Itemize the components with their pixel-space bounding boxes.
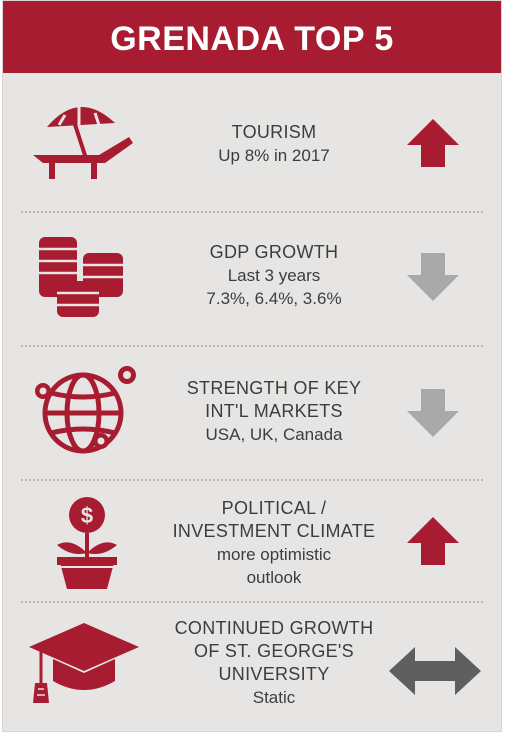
university-title-3: UNIVERSITY xyxy=(218,664,330,684)
tourism-text: TOURISM Up 8% in 2017 xyxy=(151,121,397,167)
arrow-up-icon xyxy=(407,119,459,167)
university-text: CONTINUED GROWTH OF ST. GEORGE'S UNIVERS… xyxy=(151,617,397,709)
divider xyxy=(21,345,483,347)
divider xyxy=(21,211,483,213)
double-arrow-horizontal-icon xyxy=(389,647,481,695)
tourism-detail: Up 8% in 2017 xyxy=(218,146,330,165)
graduation-cap-icon xyxy=(29,623,139,703)
coin-stacks-icon xyxy=(39,237,123,317)
climate-detail-2: outlook xyxy=(246,568,302,587)
university-title-1: CONTINUED GROWTH xyxy=(174,618,374,638)
climate-title-1: POLITICAL / xyxy=(221,498,327,518)
gdp-detail-1: Last 3 years xyxy=(227,266,321,285)
beach-chair-umbrella-icon xyxy=(33,106,133,179)
arrow-up-icon xyxy=(407,517,459,565)
svg-text:$: $ xyxy=(81,503,93,528)
gdp-title: GDP GROWTH xyxy=(209,242,339,262)
money-plant-icon: $ xyxy=(57,497,117,589)
climate-title-2: INVESTMENT CLIMATE xyxy=(172,521,376,541)
markets-detail: USA, UK, Canada xyxy=(205,425,343,444)
arrow-down-icon xyxy=(407,253,459,301)
page-title: GRENADA TOP 5 xyxy=(110,20,394,58)
university-title-2: OF ST. GEORGE'S xyxy=(194,641,354,661)
top5-card: GRENADA TOP 5 TOURISM Up 8% in 2017 GDP … xyxy=(2,0,502,732)
gdp-detail-2: 7.3%, 6.4%, 3.6% xyxy=(206,289,342,308)
divider xyxy=(21,601,483,603)
divider xyxy=(21,479,483,481)
header-banner: GRENADA TOP 5 xyxy=(3,1,501,73)
markets-text: STRENGTH OF KEY INT'L MARKETS USA, UK, C… xyxy=(151,377,397,446)
globe-network-icon xyxy=(35,366,136,454)
markets-title-2: INT'L MARKETS xyxy=(205,401,343,421)
climate-text: POLITICAL / INVESTMENT CLIMATE more opti… xyxy=(151,497,397,589)
university-detail: Static xyxy=(252,688,296,707)
tourism-title: TOURISM xyxy=(231,122,317,142)
markets-title-1: STRENGTH OF KEY xyxy=(186,378,362,398)
gdp-text: GDP GROWTH Last 3 years 7.3%, 6.4%, 3.6% xyxy=(151,241,397,310)
arrow-down-icon xyxy=(407,389,459,437)
climate-detail-1: more optimistic xyxy=(216,545,332,564)
